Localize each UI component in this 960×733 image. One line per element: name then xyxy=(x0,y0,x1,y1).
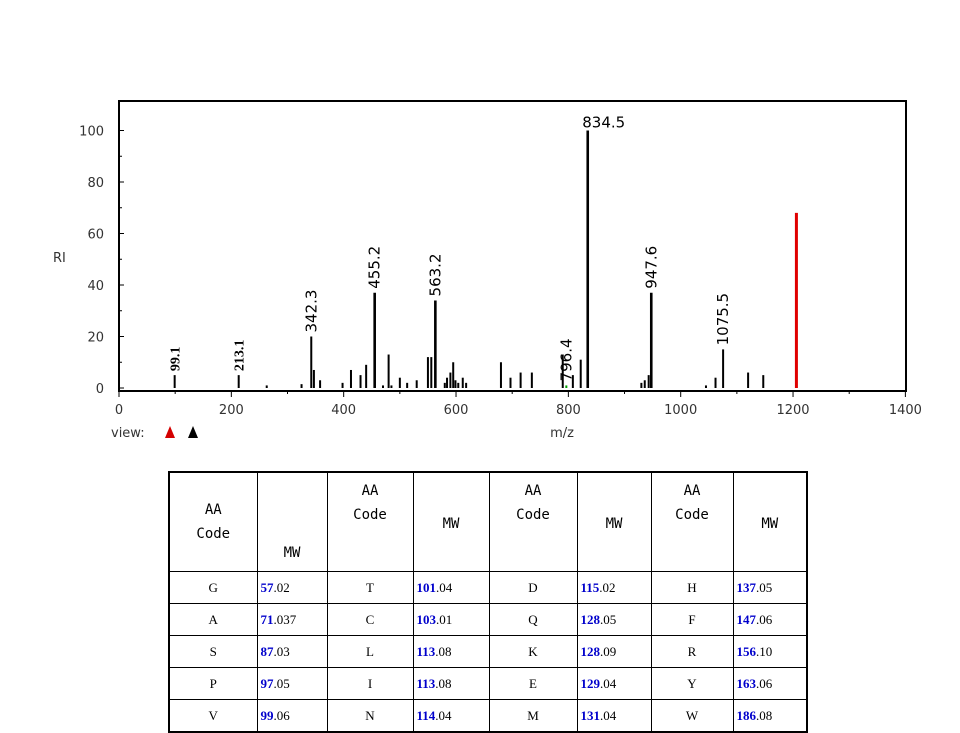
x-tick-label: 0 xyxy=(115,403,123,418)
aa-code-cell: Q xyxy=(488,603,578,636)
x-axis-label: m/z xyxy=(550,426,574,441)
aa-code-cell: Y xyxy=(650,667,734,700)
aa-mw-cell: 87.03 xyxy=(256,635,328,668)
aa-code-cell: K xyxy=(488,635,578,668)
table-row: G 57.02 T 101.04 D 115.02 H 137.05 xyxy=(168,571,808,604)
aa-mw-cell: 99.06 xyxy=(256,699,328,733)
aa-mw-cell: 163.06 xyxy=(732,667,808,700)
y-tick-label: 60 xyxy=(87,228,104,243)
aa-mw-cell: 57.02 xyxy=(256,571,328,604)
aa-mw-cell: 147.06 xyxy=(732,603,808,636)
header-code: AA Code xyxy=(488,471,578,572)
header-mw: MW xyxy=(412,471,490,572)
aa-code-cell: E xyxy=(488,667,578,700)
table-row: V 99.06 N 114.04 M 131.04 W 186.08 xyxy=(168,699,808,733)
peak-label: 213.1 xyxy=(233,340,248,372)
aa-code-cell: A xyxy=(168,603,258,636)
aa-code-cell: L xyxy=(326,635,414,668)
y-tick-label: 100 xyxy=(79,125,104,140)
aa-mw-cell: 113.08 xyxy=(412,667,490,700)
aa-code-cell: C xyxy=(326,603,414,636)
header-mw: MW xyxy=(256,471,328,572)
x-tick-label: 1400 xyxy=(889,403,922,418)
x-tick-label: 800 xyxy=(556,403,581,418)
plot-frame xyxy=(118,100,907,392)
table-row: P 97.05 I 113.08 E 129.04 Y 163.06 xyxy=(168,667,808,700)
peak-label: 342.3 xyxy=(302,290,320,333)
table-row: S 87.03 L 113.08 K 128.09 R 156.10 xyxy=(168,635,808,668)
peak-label: 455.2 xyxy=(366,246,384,289)
peak-label: 947.6 xyxy=(642,246,660,289)
aa-mw-cell: 103.01 xyxy=(412,603,490,636)
aa-mw-cell: 128.05 xyxy=(576,603,652,636)
aa-mw-cell: 115.02 xyxy=(576,571,652,604)
aa-code-cell: F xyxy=(650,603,734,636)
x-tick-label: 400 xyxy=(331,403,356,418)
y-tick-label: 20 xyxy=(87,331,104,346)
aa-code-cell: H xyxy=(650,571,734,604)
peak-label: 1075.5 xyxy=(714,293,732,346)
aa-mw-cell: 71.037 xyxy=(256,603,328,636)
header-code: AA Code xyxy=(326,471,414,572)
peak-label: 834.5 xyxy=(582,114,625,132)
aa-mw-cell: 113.08 xyxy=(412,635,490,668)
header-mw: MW xyxy=(576,471,652,572)
amino-acid-mass-table: AA Code MW AA Code MW AA Code MW AA Code MW … xyxy=(168,471,808,733)
aa-mw-cell: 137.05 xyxy=(732,571,808,604)
aa-mw-cell: 97.05 xyxy=(256,667,328,700)
header-mw: MW xyxy=(732,471,808,572)
aa-code-cell: W xyxy=(650,699,734,733)
aa-mw-cell: 114.04 xyxy=(412,699,490,733)
aa-code-cell: I xyxy=(326,667,414,700)
header-code: AA Code xyxy=(168,471,258,572)
y-tick-label: 80 xyxy=(87,176,104,191)
aa-mw-cell: 129.04 xyxy=(576,667,652,700)
view-red-triangle-button[interactable] xyxy=(165,426,175,438)
y-tick-label: 0 xyxy=(96,382,104,397)
aa-code-cell: S xyxy=(168,635,258,668)
view-label: view: xyxy=(111,426,145,441)
aa-mw-cell: 186.08 xyxy=(732,699,808,733)
y-tick-label: 40 xyxy=(87,279,104,294)
peak-label: 99.1 xyxy=(169,347,184,372)
x-tick-label: 1200 xyxy=(776,403,809,418)
peak-label: 796.4 xyxy=(557,338,575,381)
table-header-row: AA Code MW AA Code MW AA Code MW AA Code MW xyxy=(168,471,808,572)
x-tick-label: 200 xyxy=(219,403,244,418)
aa-code-cell: P xyxy=(168,667,258,700)
aa-code-cell: M xyxy=(488,699,578,733)
aa-mw-cell: 101.04 xyxy=(412,571,490,604)
aa-code-cell: D xyxy=(488,571,578,604)
aa-code-cell: V xyxy=(168,699,258,733)
x-tick-label: 600 xyxy=(444,403,469,418)
aa-mw-cell: 128.09 xyxy=(576,635,652,668)
aa-mw-cell: 131.04 xyxy=(576,699,652,733)
aa-code-cell: R xyxy=(650,635,734,668)
view-black-triangle-button[interactable] xyxy=(188,426,198,438)
aa-code-cell: G xyxy=(168,571,258,604)
peak-label: 563.2 xyxy=(426,253,444,296)
header-code: AA Code xyxy=(650,471,734,572)
table-row: A 71.037 C 103.01 Q 128.05 F 147.06 xyxy=(168,603,808,636)
y-axis-label: RI xyxy=(53,251,66,266)
mass-spectrum-chart: 99.1 213.1 342.3 455.2 563.2 796.4 947.6 1075.5… xyxy=(53,100,922,441)
aa-code-cell: N xyxy=(326,699,414,733)
x-tick-label: 1000 xyxy=(664,403,697,418)
aa-code-cell: T xyxy=(326,571,414,604)
aa-mw-cell: 156.10 xyxy=(732,635,808,668)
